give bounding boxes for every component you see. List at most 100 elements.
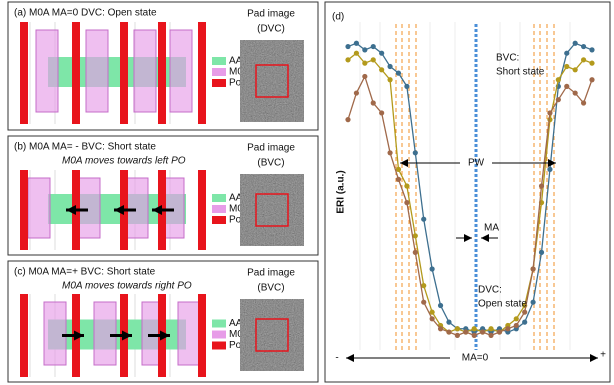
legend-swatch xyxy=(212,68,226,76)
data-point xyxy=(430,316,435,321)
panel-subtitle: M0A moves towards left PO xyxy=(62,156,186,167)
data-point xyxy=(564,51,569,56)
legend-swatch xyxy=(212,79,226,87)
data-point xyxy=(371,57,376,62)
data-point xyxy=(446,329,451,334)
data-point xyxy=(404,200,409,205)
data-point xyxy=(354,51,359,56)
data-point xyxy=(362,61,367,66)
m0a-line xyxy=(86,30,108,112)
data-point xyxy=(396,71,401,76)
m0a-line xyxy=(94,302,116,365)
data-point xyxy=(472,333,477,338)
poly-line xyxy=(198,294,206,377)
poly-line xyxy=(72,22,80,124)
m0a-line xyxy=(126,178,148,238)
data-point xyxy=(413,150,418,155)
data-point xyxy=(573,90,578,95)
data-point xyxy=(589,61,594,66)
panel-title: (a) M0A MA=0 DVC: Open state xyxy=(14,8,157,19)
annotation: MA xyxy=(484,223,499,234)
data-point xyxy=(387,64,392,69)
data-point xyxy=(556,97,561,102)
data-point xyxy=(573,67,578,72)
data-point xyxy=(564,84,569,89)
data-point xyxy=(497,329,502,334)
data-point xyxy=(354,90,359,95)
arrow-head xyxy=(548,159,556,167)
m0a-line xyxy=(78,178,100,238)
poly-line xyxy=(20,22,28,124)
data-point xyxy=(488,326,493,331)
data-point xyxy=(463,329,468,334)
data-point xyxy=(446,320,451,325)
pad-state: (BVC) xyxy=(257,283,284,294)
x-axis-label: MA=0 xyxy=(462,353,489,364)
data-point xyxy=(345,117,350,122)
data-point xyxy=(581,44,586,49)
m0a-line xyxy=(178,302,200,365)
data-point xyxy=(421,283,426,288)
data-point xyxy=(589,47,594,52)
panel-title: (c) M0A MA=+ BVC: Short state xyxy=(14,267,156,278)
arrow-head xyxy=(481,234,489,242)
arrow-head xyxy=(590,354,598,362)
data-point xyxy=(396,167,401,172)
m0a-line xyxy=(44,302,66,365)
data-point xyxy=(404,183,409,188)
y-axis-label: ERI (a.u.) xyxy=(336,170,347,213)
pad-shade xyxy=(240,40,304,122)
data-point xyxy=(564,64,569,69)
annotation: DVC: xyxy=(478,285,502,296)
annotation: Open state xyxy=(478,299,527,310)
poly-line xyxy=(158,22,166,124)
m0a-line xyxy=(36,30,58,112)
x-end-label: - xyxy=(335,353,338,364)
data-point xyxy=(345,44,350,49)
data-point xyxy=(387,150,392,155)
data-point xyxy=(354,41,359,46)
annotation: PW xyxy=(468,158,485,169)
series-line xyxy=(348,43,592,332)
data-point xyxy=(547,110,552,115)
data-point xyxy=(581,57,586,62)
figure: (d)ERI (a.u.)BVC:Short statePWMADVC:Open… xyxy=(0,0,614,385)
data-point xyxy=(430,266,435,271)
data-point xyxy=(371,100,376,105)
arrow-head xyxy=(346,354,354,362)
data-point xyxy=(396,177,401,182)
data-point xyxy=(556,77,561,82)
data-point xyxy=(589,77,594,82)
poly-line xyxy=(20,170,28,250)
arrow-head xyxy=(464,234,472,242)
data-point xyxy=(547,167,552,172)
poly-line xyxy=(20,294,28,377)
data-point xyxy=(413,250,418,255)
data-point xyxy=(539,250,544,255)
data-point xyxy=(581,100,586,105)
legend-swatch xyxy=(212,194,226,202)
data-point xyxy=(531,300,536,305)
data-point xyxy=(413,233,418,238)
m0a-line xyxy=(28,178,50,238)
poly-line xyxy=(198,22,206,124)
data-point xyxy=(438,303,443,308)
data-point xyxy=(455,326,460,331)
data-point xyxy=(522,320,527,325)
pad-shade xyxy=(240,299,304,371)
pad-shade xyxy=(240,174,304,246)
data-point xyxy=(421,300,426,305)
chart-title: (d) xyxy=(332,12,344,23)
data-point xyxy=(573,41,578,46)
data-point xyxy=(379,51,384,56)
data-point xyxy=(387,77,392,82)
data-point xyxy=(488,333,493,338)
data-point xyxy=(379,110,384,115)
pad-state: (BVC) xyxy=(257,158,284,169)
m0a-line xyxy=(170,30,192,112)
legend-swatch xyxy=(212,320,226,328)
data-point xyxy=(522,310,527,315)
data-point xyxy=(514,316,519,321)
data-point xyxy=(379,67,384,72)
data-point xyxy=(421,217,426,222)
